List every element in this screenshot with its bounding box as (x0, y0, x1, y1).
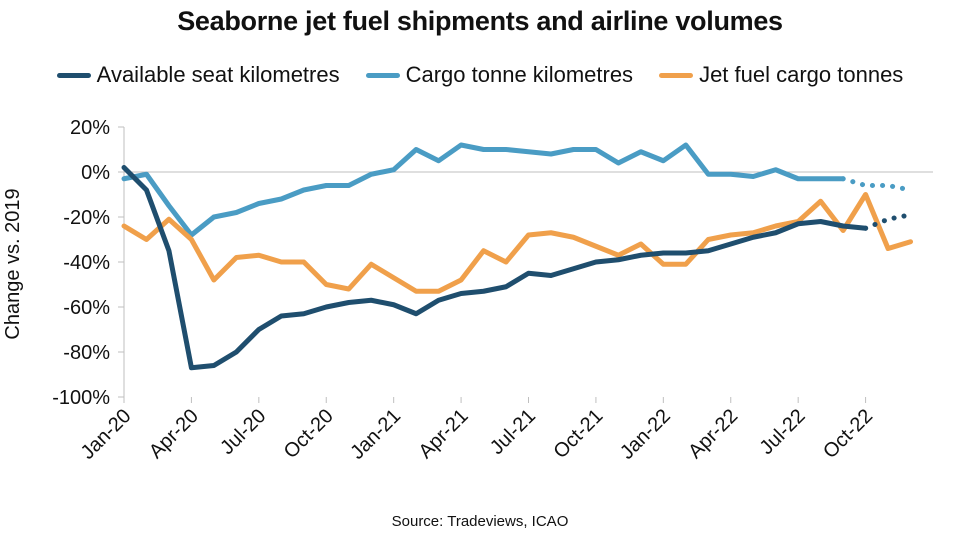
y-tick-label: -80% (63, 342, 110, 364)
chart-title: Seaborne jet fuel shipments and airline … (177, 6, 783, 36)
x-tick-label: Oct-22 (819, 405, 877, 463)
x-tick-label: Apr-22 (684, 405, 742, 463)
x-tick-label: Apr-20 (145, 405, 203, 463)
y-tick-label: -100% (52, 387, 110, 409)
y-tick-label: -40% (63, 252, 110, 274)
legend-item-ask: Available seat kilometres (56, 62, 340, 88)
x-tick-label: Oct-20 (280, 405, 338, 463)
y-tick-label: -60% (63, 297, 110, 319)
y-tick-label: -20% (63, 207, 110, 229)
y-axis-title: Change vs. 2019 (2, 188, 24, 339)
legend-item-ctk: Cargo tonne kilometres (365, 62, 634, 88)
legend-swatch-ctk (365, 72, 400, 78)
legend-swatch-ask (56, 72, 91, 78)
x-tick-label: Oct-21 (549, 405, 607, 463)
x-tick-label: Jan-22 (616, 405, 675, 464)
series-forecast-available-seat-kilometres (863, 212, 914, 231)
source-note: Source: Tradeviews, ICAO (391, 513, 569, 530)
x-tick-label: Jan-21 (346, 405, 405, 464)
legend-label-jet-fuel: Jet fuel cargo tonnes (699, 62, 904, 87)
legend-label-ctk: Cargo tonne kilometres (405, 62, 634, 87)
legend-label-ask: Available seat kilometres (96, 62, 340, 87)
y-tick-label: 20% (70, 117, 110, 139)
x-tick-label: Jan-20 (77, 405, 136, 464)
series-line-jet-fuel-cargo-tonnes (121, 192, 914, 294)
legend-swatch-jet-fuel (659, 72, 694, 78)
series-line-available-seat-kilometres (121, 165, 869, 371)
x-tick-label: Jul-22 (756, 405, 810, 459)
x-tick-label: Jul-20 (216, 405, 270, 459)
series-line-cargo-tonne-kilometres (121, 142, 846, 238)
y-tick-label: 0% (81, 162, 110, 184)
series-forecast-cargo-tonne-kilometres (840, 176, 914, 193)
x-tick-label: Apr-21 (415, 405, 473, 463)
legend-item-jet-fuel: Jet fuel cargo tonnes (659, 62, 903, 88)
x-tick-label: Jul-21 (486, 405, 540, 459)
legend: Available seat kilometres Cargo tonne ki… (0, 62, 960, 88)
